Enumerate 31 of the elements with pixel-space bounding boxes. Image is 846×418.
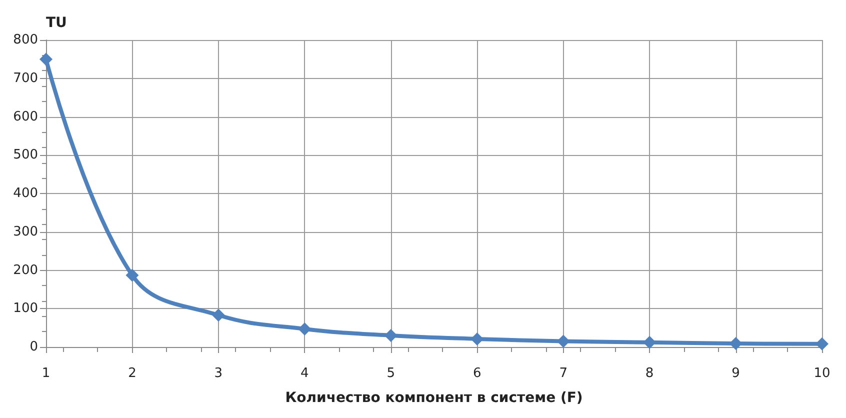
x-tick-label: 7 bbox=[559, 366, 568, 381]
point bbox=[298, 322, 312, 336]
x-axis-title: Количество компонент в системе (F) bbox=[285, 390, 583, 406]
y-tick-label: 200 bbox=[13, 262, 38, 278]
y-tick-label: 100 bbox=[13, 301, 38, 316]
x-tick-label: 4 bbox=[300, 366, 309, 381]
y-tick-label: 800 bbox=[13, 32, 38, 48]
point bbox=[556, 334, 570, 348]
point bbox=[470, 332, 484, 346]
point bbox=[126, 268, 139, 282]
y-axis-title: TU bbox=[46, 15, 67, 31]
y-tick-label: 500 bbox=[13, 148, 38, 163]
x-tick-label: 5 bbox=[386, 366, 396, 381]
x-tick-label: 10 bbox=[814, 366, 830, 381]
x-tick-label: 3 bbox=[214, 366, 223, 381]
y-tick-label: 300 bbox=[13, 224, 38, 240]
point bbox=[212, 308, 225, 322]
x-tick-label: 9 bbox=[732, 366, 740, 381]
x-tick-label: 1 bbox=[42, 366, 50, 381]
point bbox=[816, 337, 828, 350]
x-tick-label: 6 bbox=[472, 366, 482, 381]
y-tick-label: 400 bbox=[13, 186, 38, 201]
point bbox=[40, 52, 52, 66]
point bbox=[729, 337, 742, 350]
point bbox=[643, 336, 656, 349]
point bbox=[384, 328, 398, 342]
y-tick-label: 0 bbox=[30, 340, 38, 354]
y-tick-label: 700 bbox=[13, 70, 38, 86]
x-tick-label: 8 bbox=[645, 366, 654, 381]
x-tick-label: 2 bbox=[128, 366, 136, 381]
y-tick-label: 600 bbox=[13, 109, 38, 124]
